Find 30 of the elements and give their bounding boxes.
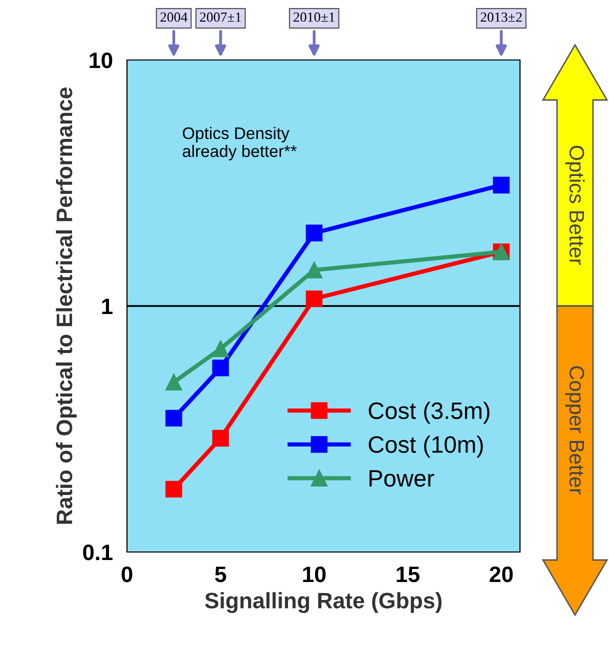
x-tick-label: 10 bbox=[303, 566, 326, 582]
text: 2004 bbox=[160, 12, 188, 22]
text: Copper Better bbox=[565, 366, 584, 495]
point bbox=[212, 360, 229, 376]
point bbox=[165, 410, 182, 426]
annotation: Optics Density already better** bbox=[182, 126, 297, 160]
legend-label: Cost (3.5m) bbox=[368, 402, 490, 424]
y-tick-label: 10 bbox=[90, 52, 112, 68]
legend-label: Power bbox=[370, 470, 434, 487]
point bbox=[492, 176, 510, 194]
point bbox=[165, 480, 182, 498]
point bbox=[212, 430, 229, 447]
point bbox=[306, 262, 322, 278]
text: 2007±1 bbox=[200, 12, 241, 22]
point bbox=[165, 374, 182, 391]
text: 2013±2 bbox=[480, 12, 522, 22]
point bbox=[212, 340, 229, 358]
x-tick-label: 5 bbox=[215, 566, 226, 582]
x-tick-label: 20 bbox=[490, 566, 513, 582]
y-tick-label: 1 bbox=[102, 298, 112, 314]
x-tick-label: 0 bbox=[122, 566, 132, 582]
text: Optics Better bbox=[565, 146, 585, 265]
legend-label: Cost (10m) bbox=[368, 436, 483, 458]
point bbox=[306, 224, 322, 242]
y-tick-label: 0.1 bbox=[83, 544, 112, 560]
x-tick-label: 15 bbox=[396, 566, 420, 582]
x-axis-title: Signalling Rate (Gbps) bbox=[205, 592, 442, 613]
point bbox=[306, 290, 322, 308]
y-axis-title: Ratio of Optical to Electrical Performance bbox=[56, 88, 77, 524]
text: 2010±1 bbox=[294, 12, 334, 22]
